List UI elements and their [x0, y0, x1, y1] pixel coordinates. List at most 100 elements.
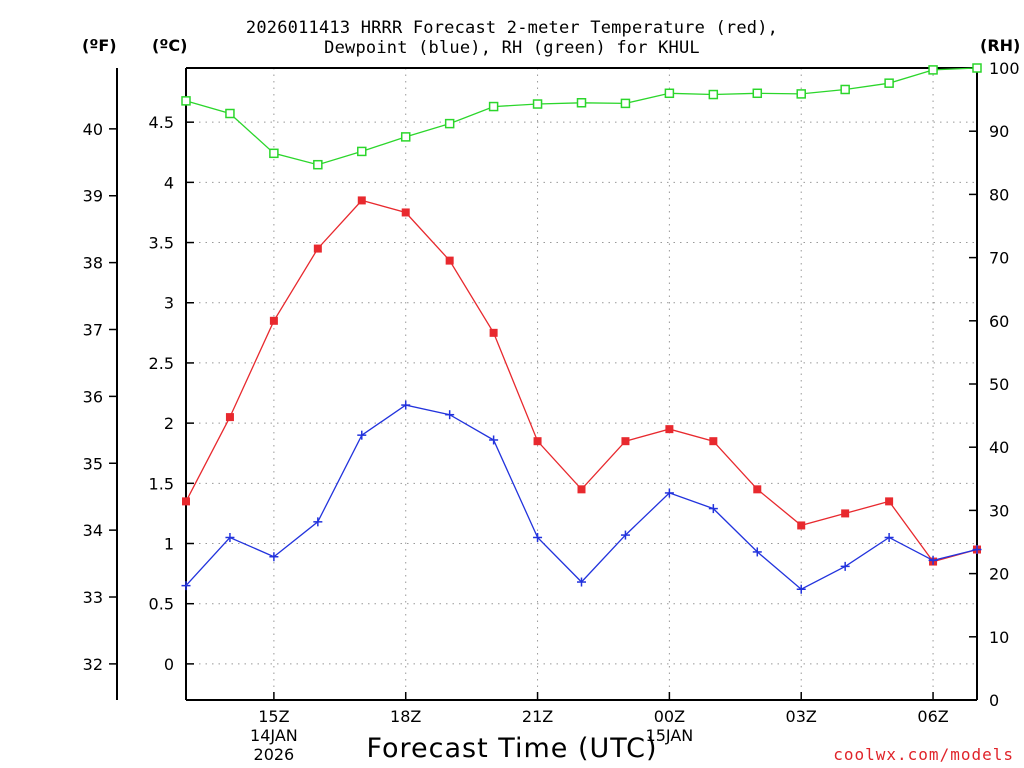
fahrenheit-tick-label: 32	[83, 655, 103, 674]
fahrenheit-tick-label: 36	[83, 387, 103, 406]
rh-tick-label: 50	[989, 375, 1009, 394]
rh-tick-label: 20	[989, 565, 1009, 584]
dewpoint-point	[708, 504, 718, 514]
data-series	[181, 63, 982, 594]
celsius-tick-label: 1	[164, 535, 174, 554]
temperature-point	[577, 485, 586, 494]
rh-point	[708, 89, 719, 100]
rh-tick-label: 0	[989, 691, 999, 710]
temperature-point	[797, 521, 806, 530]
temperature-series	[182, 196, 981, 566]
dewpoint-point	[225, 532, 235, 542]
celsius-tick-label: 1.5	[149, 474, 174, 493]
rh-unit-label: (RH)	[980, 36, 1021, 55]
rh-point	[972, 63, 982, 73]
dewpoint-point	[445, 410, 455, 420]
rh-tick-label: 60	[989, 312, 1009, 331]
fahrenheit-unit-label: (ºF)	[82, 36, 117, 55]
temperature-point	[709, 437, 718, 446]
rh-tick-label: 40	[989, 438, 1009, 457]
rh-tick-label: 30	[989, 501, 1009, 520]
temperature-point	[269, 316, 278, 325]
temperature-point	[357, 196, 366, 205]
celsius-tick-label: 4	[164, 173, 174, 192]
dewpoint-point	[577, 577, 586, 587]
dewpoint-line	[185, 404, 978, 590]
fahrenheit-tick-label: 34	[83, 521, 103, 540]
dewpoint-point	[664, 488, 674, 498]
temperature-point	[225, 413, 234, 422]
dewpoint-point	[796, 584, 806, 594]
rh-point	[752, 88, 763, 99]
dewpoint-point	[313, 517, 323, 527]
fahrenheit-tick-label: 33	[83, 588, 103, 607]
grid-lines	[186, 68, 977, 700]
x-tick-label: 21Z	[522, 707, 553, 726]
rh-point	[313, 159, 323, 170]
temperature-point	[445, 256, 454, 265]
rh-point	[532, 99, 543, 109]
celsius-tick-label: 3.5	[149, 234, 174, 253]
celsius-unit-label: (ºC)	[152, 36, 188, 55]
dewpoint-point	[181, 581, 191, 591]
dewpoint-point	[401, 400, 411, 410]
temperature-point	[401, 208, 410, 217]
rh-line	[185, 67, 978, 166]
dewpoint-point	[972, 545, 982, 555]
celsius-tick-label: 3	[164, 294, 174, 313]
x-tick-date-label: 15JAN	[646, 726, 694, 745]
dewpoint-point	[884, 532, 894, 542]
x-tick-label: 06Z	[917, 707, 948, 726]
temperature-point	[665, 425, 674, 434]
rh-point	[444, 118, 455, 129]
rh-point	[269, 148, 279, 159]
dewpoint-point	[269, 552, 279, 562]
x-tick-year-label: 2026	[254, 745, 295, 764]
x-tick-label: 15Z	[258, 707, 289, 726]
celsius-tick-label: 2	[164, 414, 174, 433]
chart-title-line-1: 2026011413 HRRR Forecast 2-meter Tempera…	[245, 18, 779, 38]
tick-marks: 0 0.5 1 1.5 2 2.5 3 3.5 4 4.5 32 33 34 35 36 37 38 39 40 0 1…	[83, 59, 1020, 764]
x-tick-label: 18Z	[390, 707, 421, 726]
axes	[116, 67, 978, 701]
rh-point	[576, 98, 587, 108]
fahrenheit-tick-label: 35	[83, 454, 103, 473]
celsius-tick-label: 2.5	[149, 354, 174, 373]
rh-tick-label: 80	[989, 185, 1009, 204]
temperature-point	[753, 485, 762, 494]
celsius-tick-label: 0	[164, 655, 174, 674]
x-tick-label: 00Z	[654, 707, 685, 726]
temperature-point	[885, 497, 894, 506]
rh-tick-label: 10	[989, 628, 1009, 647]
temperature-point	[841, 509, 850, 518]
rh-point	[225, 108, 235, 119]
fahrenheit-tick-label: 37	[83, 320, 103, 339]
dewpoint-series	[181, 400, 982, 594]
rh-tick-label: 100	[989, 59, 1020, 78]
temperature-point	[489, 328, 498, 337]
rh-point	[488, 101, 499, 112]
rh-point	[664, 88, 675, 99]
temperature-point	[533, 437, 542, 446]
source-credit[interactable]: coolwx.com/models	[833, 745, 1014, 764]
rh-tick-label: 70	[989, 249, 1009, 268]
x-axis-label: Forecast Time (UTC)	[366, 733, 658, 764]
fahrenheit-tick-label: 40	[83, 120, 103, 139]
fahrenheit-tick-label: 38	[83, 254, 103, 273]
celsius-tick-label: 0.5	[149, 595, 174, 614]
temperature-line	[185, 199, 978, 563]
dewpoint-point	[533, 532, 543, 542]
temperature-point	[621, 437, 630, 446]
x-tick-label: 03Z	[786, 707, 817, 726]
dewpoint-point	[928, 555, 938, 565]
rh-tick-label: 90	[989, 122, 1009, 141]
x-tick-date-label: 14JAN	[250, 726, 298, 745]
rh-point	[357, 146, 367, 157]
temperature-point	[182, 497, 190, 506]
rh-series	[181, 63, 982, 170]
chart-title-line-2: Dewpoint (blue), RH (green) for KHUL	[324, 38, 700, 58]
dewpoint-point	[752, 547, 762, 557]
rh-point	[928, 65, 938, 75]
rh-point	[840, 84, 850, 95]
